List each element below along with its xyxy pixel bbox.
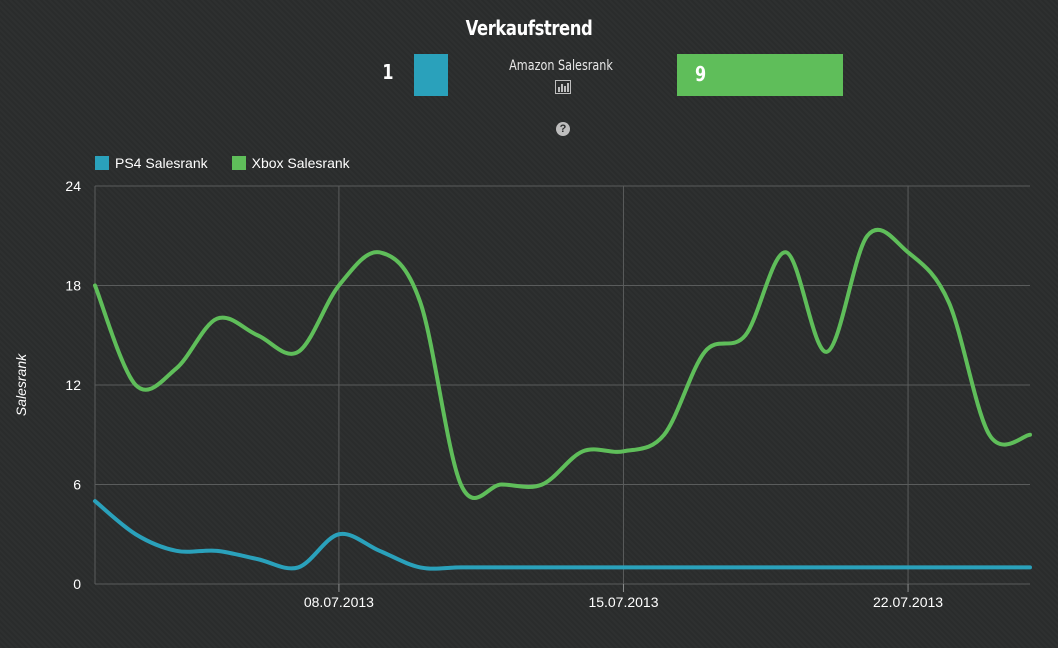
legend-item-xbox[interactable]: Xbox Salesrank <box>231 155 350 171</box>
left-rank-value: 1 <box>382 60 394 84</box>
legend-swatch-ps4 <box>95 156 109 170</box>
legend-label-xbox: Xbox Salesrank <box>251 155 350 171</box>
xbox-rank-bar <box>677 54 843 96</box>
legend-label-ps4: PS4 Salesrank <box>115 155 208 171</box>
chart-title: Verkaufstrend <box>465 16 593 40</box>
right-rank-value: 9 <box>695 62 707 86</box>
x-tick-label: 08.07.2013 <box>304 594 374 610</box>
chart-legend: PS4 Salesrank Xbox Salesrank <box>95 155 350 171</box>
bar-chart-icon[interactable] <box>555 80 571 94</box>
legend-swatch-xbox <box>231 156 246 170</box>
chart-grid <box>94 185 1030 592</box>
xbox-salesrank-line[interactable] <box>93 227 1032 500</box>
x-tick-label: 15.07.2013 <box>588 594 658 610</box>
legend-item-ps4[interactable]: PS4 Salesrank <box>95 155 208 171</box>
y-tick-label: 12 <box>65 377 81 393</box>
y-axis-label: Salesrank <box>13 353 29 416</box>
y-tick-label: 6 <box>73 477 81 493</box>
y-tick-label: 24 <box>65 178 81 194</box>
chart-lines <box>93 227 1032 571</box>
ps4-rank-bar <box>414 54 448 96</box>
x-tick-label: 22.07.2013 <box>873 594 943 610</box>
amazon-salesrank-label: Amazon Salesrank <box>509 58 613 74</box>
ps4-salesrank-line[interactable] <box>93 499 1032 571</box>
chart-axes: 0 6 12 18 24 08.07.2013 15.07.2013 22.07.2013 <box>65 178 943 610</box>
question-circle-icon[interactable]: ? <box>556 122 570 136</box>
y-tick-label: 0 <box>73 576 81 592</box>
y-tick-label: 18 <box>65 278 81 294</box>
